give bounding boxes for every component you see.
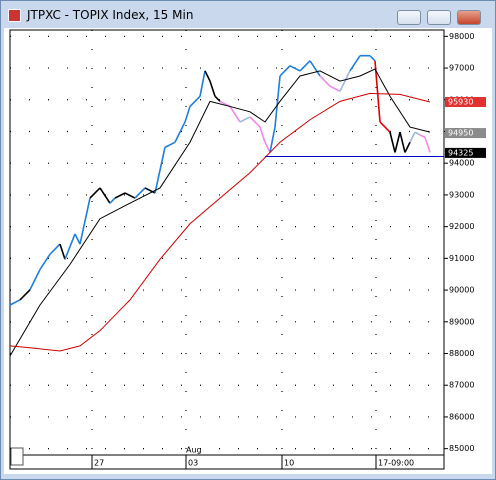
price-segment [9,299,21,306]
price-segment [89,187,101,199]
price-segment [114,192,126,199]
price-segment [309,60,321,77]
x-axis-area [9,454,445,470]
price-label: 94950 [448,129,473,138]
price-segment [184,106,191,123]
price-segment [299,60,311,72]
y-tick-label: 93000 [449,190,474,199]
minimize-button[interactable] [397,10,421,25]
price-segment [19,289,31,301]
y-tick-label: 89000 [449,317,474,326]
price-segment [419,134,426,138]
x-tick-label: 17-09:00 [378,459,414,468]
app-icon [8,9,21,22]
price-segment [339,70,351,92]
price-segment [144,187,156,194]
x-tick-label: 10 [284,459,294,468]
price-segment [99,187,111,204]
price-segment [289,65,301,72]
chart: 85000 86000 87000 88000 89000 90000 91000 92000… [4,28,492,474]
price-segment [74,233,81,245]
indicator-line [9,92,431,352]
price-label-bg [445,96,486,107]
y-tick-label: 90000 [449,286,474,295]
price-segment [279,65,291,77]
price-segment [59,243,66,260]
window-title: JTPXC - TOPIX Index, 15 Min [27,8,194,22]
price-segment [229,106,241,123]
price-segment [349,55,361,72]
price-segment [269,126,276,153]
price-segment [134,187,146,199]
x-tick-label: 27 [94,459,104,468]
close-button[interactable] [457,10,481,25]
price-segment [164,141,176,149]
y-tick-label: 92000 [449,222,474,231]
price-segment [274,75,281,128]
y-tick-label: 98000 [449,32,474,41]
price-segment [399,131,406,153]
price-segment [414,131,421,136]
price-segment [49,243,61,255]
price-segment [214,95,221,102]
y-tick-label: 85000 [449,444,474,453]
price-segment [259,126,266,143]
price-segment [209,80,216,97]
maximize-button[interactable] [427,10,451,25]
price-label-bg [445,147,486,158]
indicator-line [9,68,431,357]
price-segment [369,55,376,62]
price-segment [204,70,211,82]
y-tick-label: 86000 [449,412,474,421]
price-label: 94325 [448,148,473,157]
plot-area [9,29,445,456]
price-segment [394,131,401,153]
price-segment [249,116,261,128]
price-segment [109,197,116,204]
y-tick-label: 94000 [449,159,474,168]
price-segment [239,116,251,123]
price-segment [124,192,136,199]
price-segment [319,75,331,87]
price-segment [404,141,411,153]
price-segment [29,269,41,291]
price-segment [329,85,341,92]
price-segment [174,121,186,143]
scroll-thumb[interactable] [10,447,24,466]
y-tick-label: 87000 [449,381,474,390]
price-segment [424,136,431,153]
price-segment [199,70,206,97]
price-label-bg [445,128,486,139]
price-segment [79,197,91,245]
x-tick-label: 03 [188,459,198,468]
price-segment [64,233,76,260]
y-tick-label: 91000 [449,254,474,263]
price-segment [389,131,396,153]
price-segment [379,121,391,133]
price-segment [154,147,166,194]
x-annotation: Aug [186,446,202,455]
price-segment [409,131,416,143]
price-segment [189,95,201,107]
y-tick-label: 88000 [449,349,474,358]
price-segment [264,141,271,153]
y-tick-label: 97000 [449,64,474,73]
price-segment [39,253,51,270]
price-label: 95930 [448,97,473,106]
